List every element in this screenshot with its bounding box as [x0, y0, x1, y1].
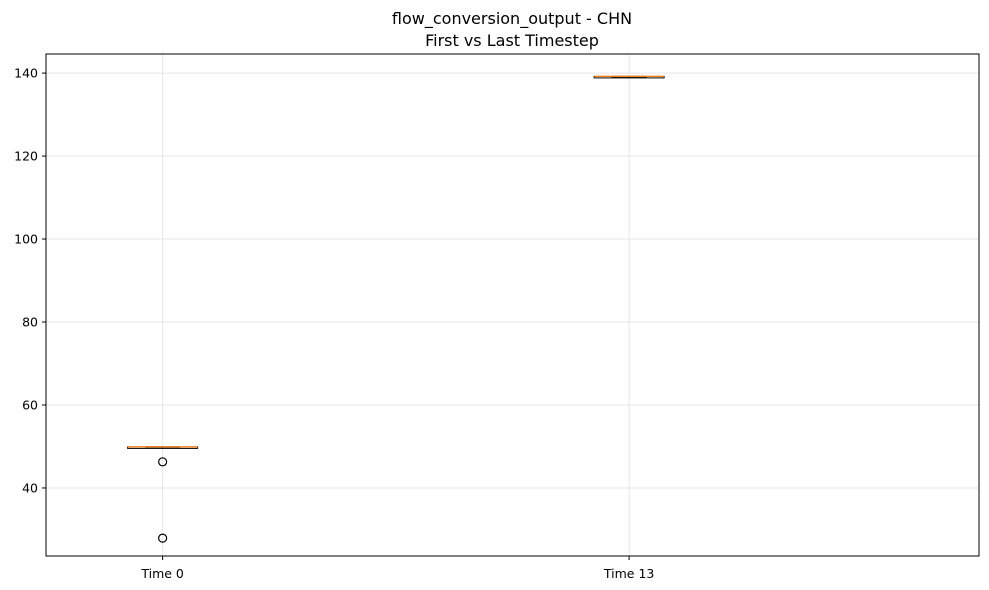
- chart-title: flow_conversion_output - CHN: [392, 9, 632, 29]
- chart-subtitle: First vs Last Timestep: [425, 31, 599, 50]
- y-tick-label: 80: [22, 315, 38, 330]
- y-tick-label: 140: [14, 66, 38, 81]
- y-tick-label: 100: [14, 232, 38, 247]
- boxplot-first: [127, 446, 199, 543]
- outlier-point: [158, 533, 168, 543]
- boxplot-last: [593, 75, 665, 79]
- box-layer: [127, 75, 665, 543]
- plot-frame: [45, 53, 980, 557]
- grid-layer: [46, 54, 979, 556]
- y-tick-label: 120: [14, 149, 38, 164]
- y-tick-label: 40: [22, 480, 38, 495]
- outlier-point: [158, 457, 168, 467]
- x-tick-label: Time 0: [140, 566, 184, 581]
- x-tick-label: Time 13: [603, 566, 654, 581]
- y-tick-label: 60: [22, 397, 38, 412]
- tick-layer: 40 60 80 100 120 140 Time 0 Time 13: [14, 66, 654, 581]
